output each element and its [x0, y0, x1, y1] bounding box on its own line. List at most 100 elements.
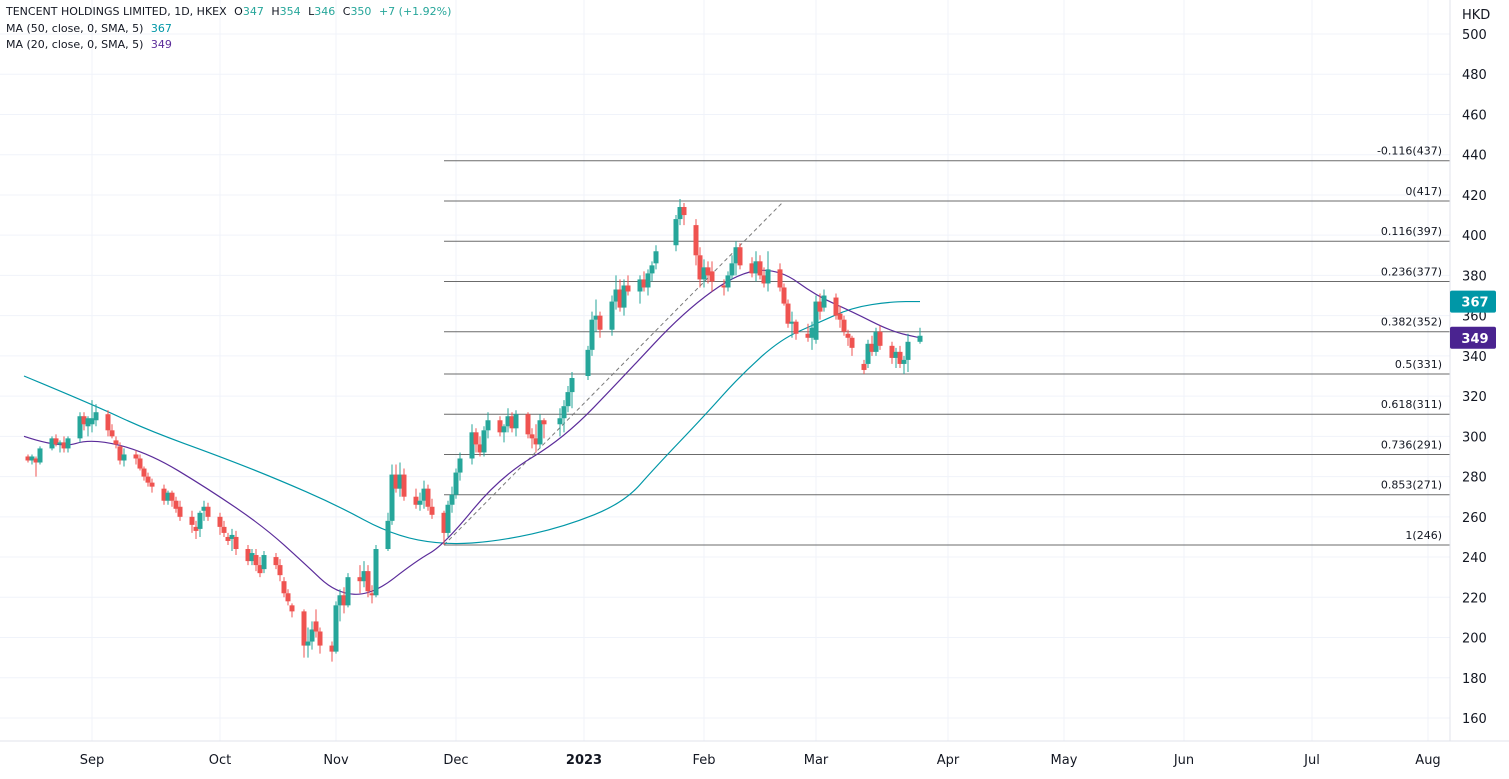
candle-body	[709, 271, 715, 282]
candle	[189, 510, 195, 533]
high-label: H	[271, 5, 280, 18]
candle	[317, 627, 323, 654]
candle	[749, 257, 755, 278]
candle	[737, 243, 743, 270]
candle-body	[845, 333, 851, 338]
candle	[273, 553, 279, 570]
candle-body	[401, 474, 407, 497]
candle-body	[173, 500, 179, 509]
candle-body	[705, 267, 711, 276]
candle-body	[561, 406, 567, 419]
candle-body	[761, 275, 767, 284]
candle	[289, 603, 295, 618]
ma20-legend-value: 349	[150, 38, 172, 51]
candle-body	[133, 454, 139, 459]
candle-body	[589, 319, 595, 350]
candle-body	[757, 261, 763, 276]
candle	[845, 329, 851, 346]
ma20-price-badge: 349	[1450, 326, 1496, 349]
candle	[485, 412, 491, 439]
candle-body	[365, 571, 371, 592]
candle	[389, 464, 395, 525]
low-value: 346	[314, 5, 336, 18]
candle-body	[693, 225, 699, 256]
candle-body	[785, 303, 791, 324]
candle-body	[621, 285, 627, 308]
candle-body	[337, 595, 343, 606]
symbol-legend-row[interactable]: TENCENT HOLDINGS LIMITED, 1D, HKEX O347 …	[6, 4, 451, 21]
ma20-line	[23, 269, 921, 595]
candle-body	[345, 577, 351, 606]
candle	[113, 436, 119, 449]
candle	[653, 245, 659, 270]
candle-body	[429, 506, 435, 515]
candle	[593, 299, 599, 332]
time-tick-label: 2023	[566, 753, 602, 768]
candle	[225, 532, 231, 545]
candle	[221, 520, 227, 537]
price-tick-label: 320	[1462, 390, 1487, 405]
candle-body	[33, 458, 39, 463]
price-tick-label: 280	[1462, 471, 1487, 486]
candle	[469, 424, 475, 465]
candle-body	[729, 263, 735, 276]
time-tick-label: Mar	[804, 753, 829, 768]
candle-body	[49, 438, 55, 449]
candle-body	[833, 297, 839, 316]
candle	[905, 333, 911, 372]
ma20-legend-label: MA (20, close, 0, SMA, 5)	[6, 38, 144, 51]
time-tick-label: Apr	[937, 753, 960, 768]
ma50-legend-row[interactable]: MA (50, close, 0, SMA, 5) 367	[6, 21, 451, 38]
candle-body	[905, 341, 911, 360]
ma20-legend-row[interactable]: MA (20, close, 0, SMA, 5) 349	[6, 37, 451, 54]
candle	[477, 436, 483, 457]
candle-body	[869, 343, 875, 352]
candle	[217, 512, 223, 535]
time-tick-label: Jul	[1303, 753, 1320, 768]
candle-body	[221, 526, 227, 533]
candle	[205, 502, 211, 521]
candle-body	[109, 430, 115, 437]
candle	[53, 434, 59, 447]
candle-body	[841, 319, 847, 332]
fib-level-label: 0.853(271)	[1381, 479, 1442, 492]
candle-body	[341, 595, 347, 606]
candle-body	[301, 611, 307, 646]
candle	[141, 466, 147, 481]
candle-body	[53, 438, 59, 445]
candle-body	[873, 331, 879, 352]
candle-body	[165, 492, 171, 501]
candle-body	[201, 506, 207, 511]
fibonacci-retracement[interactable]: -0.116(437) 0(417) 0.116(397) 0.236(377) 0.3…	[444, 145, 1450, 546]
candle	[245, 544, 251, 566]
candle	[813, 295, 819, 344]
candle-body	[313, 621, 319, 632]
candle-body	[357, 577, 363, 582]
time-tick-label: Dec	[443, 753, 468, 768]
price-tick-label: 480	[1462, 68, 1487, 83]
price-axis[interactable]: 160 180 200 220 240 260 280 300 320 340 360 380 400 4…	[1462, 28, 1487, 727]
candle	[285, 589, 291, 606]
candle-body	[93, 412, 99, 421]
price-tick-label: 500	[1462, 28, 1487, 43]
candle-body	[309, 629, 315, 642]
candle	[257, 557, 263, 578]
fib-trend-line[interactable]	[443, 200, 785, 546]
time-tick-label: Jun	[1173, 753, 1194, 768]
candle	[557, 408, 563, 437]
time-axis[interactable]: Sep Oct Nov Dec 2023 Feb Mar Apr May Jun Jul Aug	[80, 753, 1441, 768]
ma50-legend-label: MA (50, close, 0, SMA, 5)	[6, 21, 144, 35]
price-tick-label: 460	[1462, 108, 1487, 123]
candle	[109, 424, 115, 439]
candle-body	[593, 315, 599, 320]
fib-level-label: 0.5(331)	[1395, 358, 1442, 371]
candle-body	[653, 251, 659, 264]
candle	[721, 279, 727, 296]
candle-body	[777, 269, 783, 288]
candle-body	[781, 287, 787, 304]
open-label: O	[234, 5, 243, 18]
candle-body	[749, 263, 755, 274]
price-tick-label: 160	[1462, 712, 1487, 727]
candle-body	[77, 416, 83, 439]
